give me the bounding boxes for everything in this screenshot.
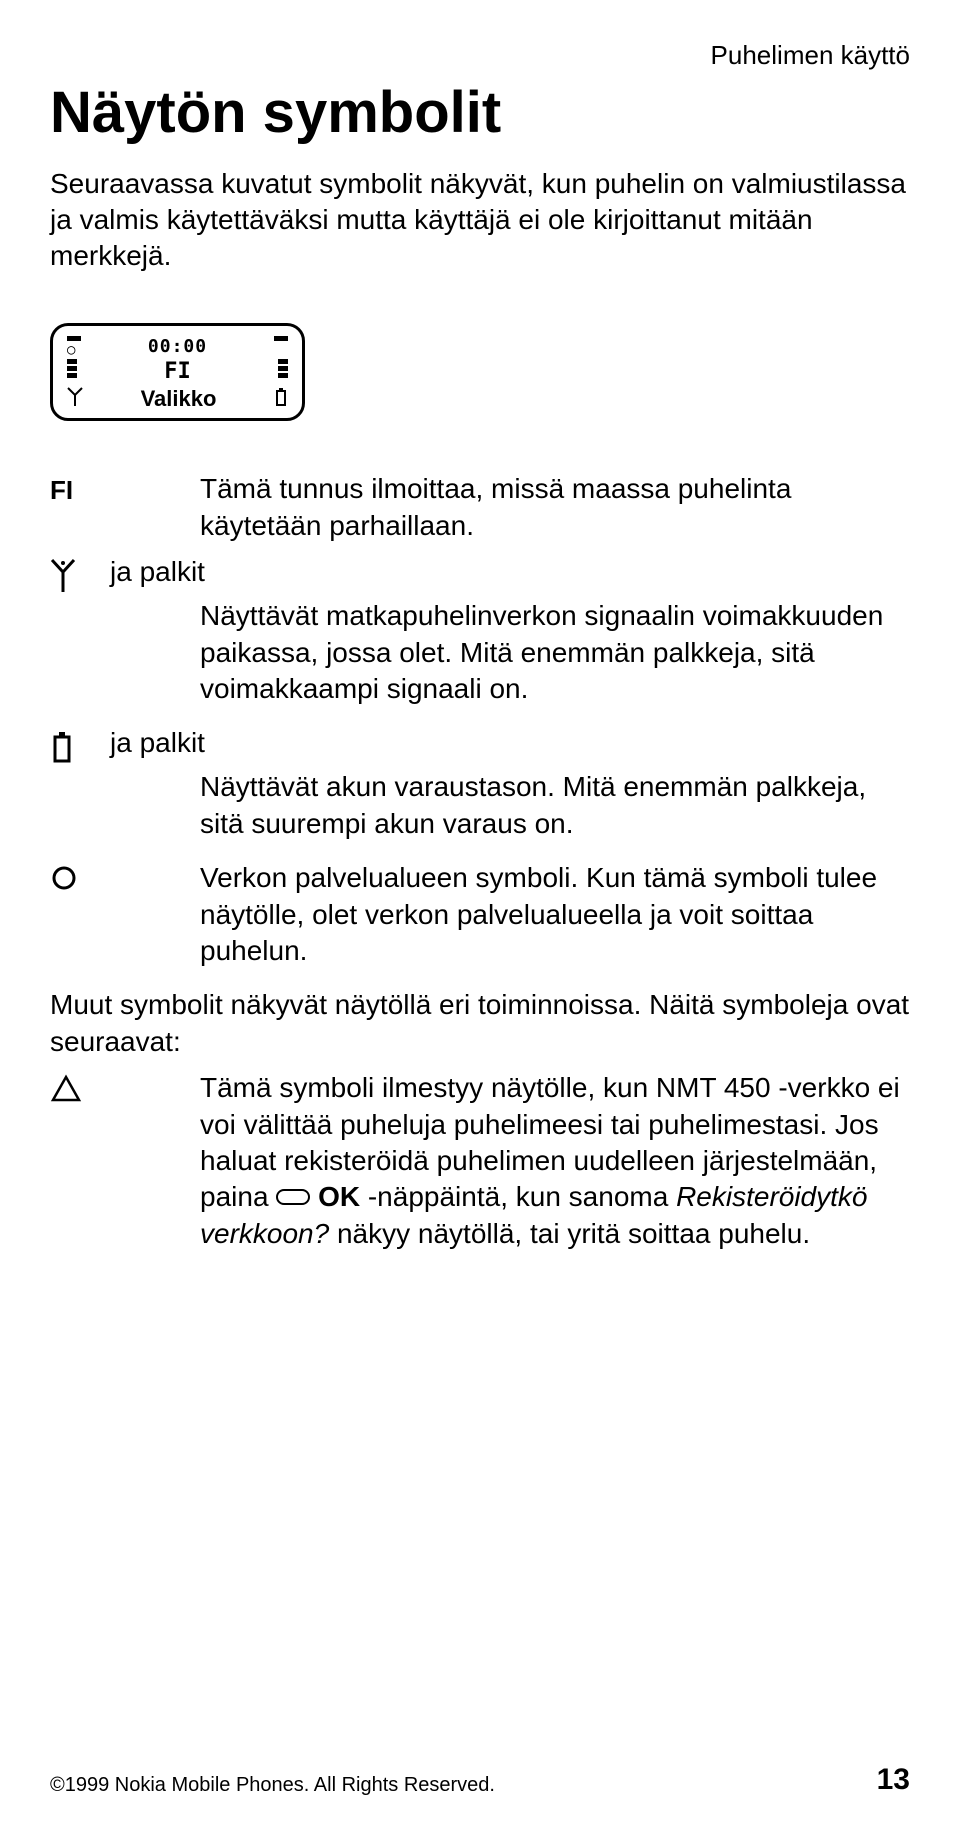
ok-pill-icon <box>276 1189 310 1205</box>
antenna-mini-icon <box>67 387 83 412</box>
triangle-text-2: -näppäintä, kun sanoma <box>368 1181 676 1212</box>
triangle-text-3: näkyy näytöllä, tai yritä soittaa puhelu… <box>337 1218 810 1249</box>
footer-copyright: ©1999 Nokia Mobile Phones. All Rights Re… <box>50 1774 495 1797</box>
fi-label: FI <box>50 475 73 506</box>
fi-icon: FI <box>50 471 110 506</box>
phone-clock: 00:00 <box>87 336 268 357</box>
symbol-row-signal: ja palkit <box>50 554 910 594</box>
phone-display-illustration: ○ 00:00 FI <box>50 323 910 421</box>
phone-menu-label: Valikko <box>83 386 274 412</box>
symbol-row-fi: FI Tämä tunnus ilmoittaa, missä maassa p… <box>50 471 910 544</box>
battery-icon <box>50 725 110 765</box>
page-container: Puhelimen käyttö Näytön symbolit Seuraav… <box>0 0 960 1827</box>
signal-description: Näyttävät matkapuhelinverkon signaalin v… <box>50 598 910 707</box>
section-header: Puhelimen käyttö <box>50 40 910 71</box>
symbol-row-service: Verkon palvelualueen symboli. Kun tämä s… <box>50 860 910 969</box>
other-symbols-intro: Muut symbolit näkyvät näytöllä eri toimi… <box>50 987 910 1060</box>
signal-bars-label: ja palkit <box>110 554 910 590</box>
battery-mini-icon <box>274 387 288 412</box>
antenna-icon <box>50 554 110 594</box>
page-title: Näytön symbolit <box>50 79 910 146</box>
battery-bars-label: ja palkit <box>110 725 910 761</box>
circle-mini-icon: ○ <box>67 343 75 357</box>
phone-bottom-row: Valikko <box>67 386 288 412</box>
phone-center: 00:00 FI <box>81 336 274 384</box>
ok-label: OK <box>318 1181 360 1212</box>
battery-bars-icon <box>274 336 288 378</box>
service-description: Verkon palvelualueen symboli. Kun tämä s… <box>110 860 910 969</box>
intro-paragraph: Seuraavassa kuvatut symbolit näkyvät, ku… <box>50 166 910 273</box>
symbol-row-battery: ja palkit <box>50 725 910 765</box>
footer-page-number: 13 <box>877 1763 910 1797</box>
page-footer: ©1999 Nokia Mobile Phones. All Rights Re… <box>50 1763 910 1797</box>
phone-operator: FI <box>87 359 268 384</box>
triangle-icon <box>50 1070 110 1104</box>
circle-icon <box>50 860 110 892</box>
triangle-description: Tämä symboli ilmestyy näytölle, kun NMT … <box>110 1070 910 1252</box>
battery-description: Näyttävät akun varaustason. Mitä enemmän… <box>50 769 910 842</box>
phone-top-row: ○ 00:00 FI <box>67 336 288 384</box>
symbol-row-triangle: Tämä symboli ilmestyy näytölle, kun NMT … <box>50 1070 910 1252</box>
fi-description: Tämä tunnus ilmoittaa, missä maassa puhe… <box>110 471 910 544</box>
phone-frame: ○ 00:00 FI <box>50 323 305 421</box>
signal-bars-icon: ○ <box>67 336 81 378</box>
